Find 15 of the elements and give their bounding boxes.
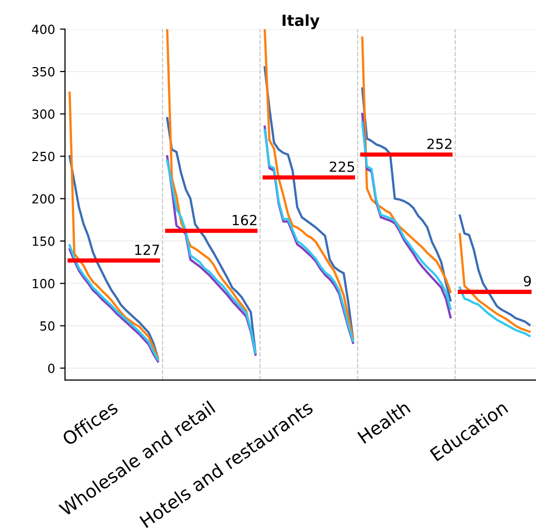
- data-label: 162: [232, 214, 256, 226]
- y-tick-label: 0: [48, 364, 54, 374]
- data-label: 127: [135, 244, 160, 255]
- y-tick-label: 100: [32, 278, 54, 288]
- y-tick-label: 300: [32, 109, 54, 119]
- chart-title: Italy: [282, 14, 320, 30]
- data-label: 252: [427, 138, 452, 150]
- y-tick-label: 200: [32, 194, 54, 204]
- y-tick-label: 350: [32, 66, 54, 76]
- y-tick-label: 50: [40, 321, 54, 331]
- annotation: 9: [524, 276, 531, 286]
- y-tick-label: 150: [32, 236, 54, 246]
- y-tick-label: 400: [32, 24, 54, 34]
- data-label: 225: [330, 161, 354, 172]
- y-tick-label: 250: [32, 152, 54, 162]
